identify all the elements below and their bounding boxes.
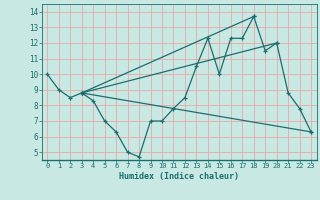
X-axis label: Humidex (Indice chaleur): Humidex (Indice chaleur) xyxy=(119,172,239,181)
